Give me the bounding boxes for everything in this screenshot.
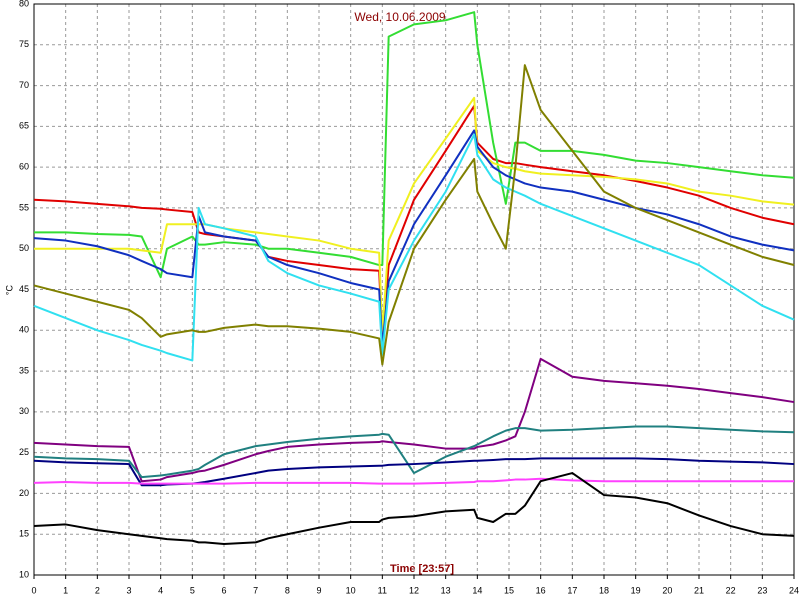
x-axis-label: Time [23:57] <box>390 563 454 575</box>
x-tick-label: 13 <box>441 585 451 595</box>
series-line <box>34 11 795 279</box>
series-line <box>33 425 795 479</box>
x-tick-label: 19 <box>631 585 641 595</box>
y-tick-label: 40 <box>19 325 29 335</box>
x-tick-label: 15 <box>504 585 514 595</box>
x-tick-label: 16 <box>536 585 546 595</box>
series-line <box>33 133 795 362</box>
x-tick-label: 17 <box>567 585 577 595</box>
x-tick-label: 9 <box>316 585 321 595</box>
x-tick-label: 22 <box>726 585 736 595</box>
y-tick-label: 25 <box>19 447 29 457</box>
y-tick-label: 20 <box>19 488 29 498</box>
series-line <box>33 472 795 546</box>
x-tick-label: 24 <box>789 585 799 595</box>
plot-frame <box>33 3 795 576</box>
x-tick-label: 12 <box>409 585 419 595</box>
chart-title: Wed, 10.06.2009 <box>354 10 446 24</box>
y-axis-label: °C <box>4 284 14 295</box>
x-tick-label: 21 <box>694 585 704 595</box>
x-tick-label: 7 <box>253 585 258 595</box>
x-tick-label: 4 <box>158 585 163 595</box>
y-tick-label: 70 <box>19 80 29 90</box>
y-tick-label: 45 <box>19 284 29 294</box>
series-line <box>33 64 795 366</box>
y-tick-label: 75 <box>19 39 29 49</box>
x-tick-label: 1 <box>63 585 68 595</box>
y-tick-label: 35 <box>19 365 29 375</box>
series-line <box>34 96 795 336</box>
x-tick-label: 20 <box>662 585 672 595</box>
y-tick-label: 50 <box>19 243 29 253</box>
x-tick-label: 8 <box>285 585 290 595</box>
y-tick-label: 10 <box>19 569 29 579</box>
y-tick-label: 30 <box>19 406 29 416</box>
x-tick-label: 23 <box>757 585 767 595</box>
x-tick-label: 14 <box>472 585 482 595</box>
series-line <box>33 357 795 483</box>
y-tick-label: 65 <box>19 121 29 131</box>
y-tick-label: 80 <box>19 0 29 8</box>
x-tick-label: 0 <box>31 585 36 595</box>
x-tick-label: 6 <box>221 585 226 595</box>
x-tick-label: 2 <box>95 585 100 595</box>
y-tick-label: 55 <box>19 202 29 212</box>
y-tick-label: 60 <box>19 162 29 172</box>
series-line <box>33 477 794 485</box>
x-tick-label: 11 <box>378 585 387 595</box>
x-tick-label: 10 <box>346 585 356 595</box>
x-tick-label: 3 <box>126 585 131 595</box>
x-tick-label: 5 <box>190 585 195 595</box>
y-tick-label: 15 <box>19 529 29 539</box>
x-tick-label: 18 <box>599 585 609 595</box>
